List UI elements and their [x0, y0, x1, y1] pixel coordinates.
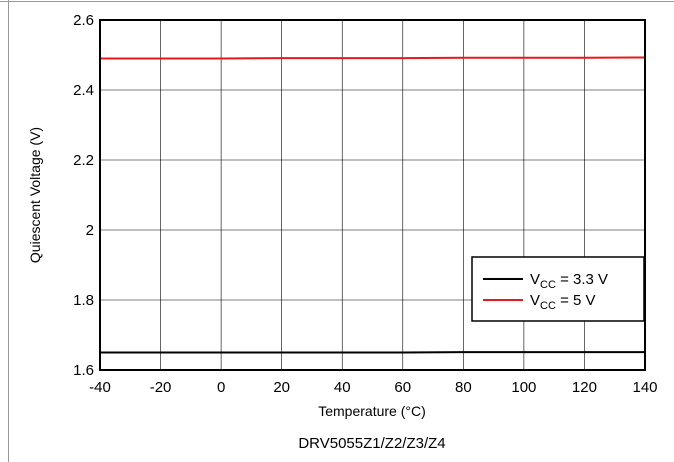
legend: VCC = 3.3 V VCC = 5 V [471, 256, 645, 322]
x-tick-label: 80 [455, 379, 472, 396]
plot-area [99, 19, 646, 371]
legend-box [471, 256, 645, 322]
x-tick-label: 40 [334, 379, 351, 396]
x-axis-label: Temperature (°C) [318, 403, 426, 419]
x-axis-ticks: -40 -20 0 20 40 60 80 100 120 140 [89, 379, 657, 396]
y-tick-label: 2.6 [73, 12, 94, 29]
y-axis-label: Quiescent Voltage (V) [27, 127, 43, 263]
x-tick-label: -20 [150, 379, 172, 396]
y-tick-label: 2.4 [73, 82, 94, 99]
x-tick-label: 140 [632, 379, 657, 396]
x-tick-label: 20 [273, 379, 290, 396]
y-tick-label: 1.6 [73, 362, 94, 379]
y-axis-ticks: 1.6 1.8 2 2.2 2.4 2.6 [73, 12, 94, 379]
series-line-vcc-5v [100, 56, 646, 60]
series-layer [100, 56, 646, 354]
caption: DRV5055Z1/Z2/Z3/Z4 [298, 435, 445, 452]
x-tick-label: 60 [394, 379, 411, 396]
x-tick-label: -40 [89, 379, 111, 396]
y-tick-label: 1.8 [73, 292, 94, 309]
y-tick-label: 2 [86, 222, 94, 239]
x-tick-label: 100 [511, 379, 536, 396]
legend-label-vcc-3v3: VCC = 3.3 V [530, 271, 608, 291]
x-tick-label: 0 [217, 379, 225, 396]
x-tick-label: 120 [572, 379, 597, 396]
legend-label-vcc-5v: VCC = 5 V [530, 292, 596, 312]
y-tick-label: 2.2 [73, 152, 94, 169]
